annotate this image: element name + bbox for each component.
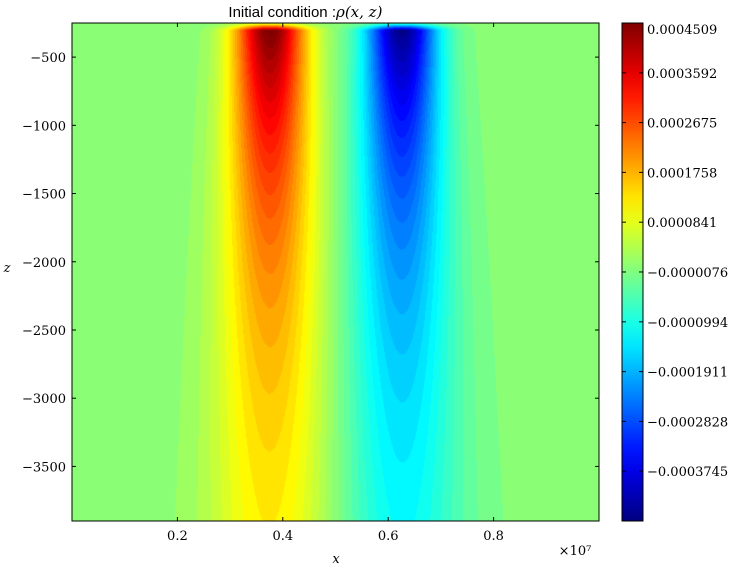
y-tick-label: −3500 bbox=[22, 460, 66, 475]
colorbar-tick-label: −0.0002828 bbox=[647, 415, 728, 430]
colorbar-tick-label: −0.0000994 bbox=[647, 316, 728, 331]
colorbar-tick-label: 0.0000841 bbox=[647, 216, 717, 231]
chart-title-text: Initial condition : bbox=[228, 4, 336, 21]
x-tick-labels: 0.2 0.4 0.6 0.8 bbox=[167, 529, 504, 544]
colorbar: 0.0004509 0.0003592 0.0002675 0.0001758 0.00… bbox=[621, 22, 728, 522]
plot-area bbox=[71, 22, 600, 522]
chart-title: Initial condition : ρ(x, z) bbox=[228, 3, 382, 21]
colorbar-tick-label: 0.0001758 bbox=[647, 166, 717, 181]
y-tick-label: −2000 bbox=[22, 256, 66, 271]
y-tick-labels: −500 −1000 −1500 −2000 −2500 −3000 −3500 bbox=[22, 51, 66, 475]
x-tick-label: 0.6 bbox=[378, 529, 399, 544]
x-axis-label: x bbox=[332, 552, 340, 567]
plot-frame bbox=[71, 22, 600, 522]
plot-ticks bbox=[72, 23, 599, 521]
colorbar-gradient bbox=[622, 23, 643, 521]
colorbar-tick-label: 0.0002675 bbox=[647, 117, 717, 132]
colorbar-ticks: 0.0004509 0.0003592 0.0002675 0.0001758 0.00… bbox=[622, 22, 728, 480]
x-multiplier-label: ×10⁷ bbox=[559, 544, 592, 559]
y-tick-label: −1000 bbox=[22, 119, 66, 134]
y-tick-label: −500 bbox=[30, 51, 66, 66]
colorbar-tick-label: −0.0000076 bbox=[647, 266, 728, 281]
colorbar-tick-label: 0.0004509 bbox=[647, 23, 717, 38]
y-tick-label: −2500 bbox=[22, 324, 66, 339]
x-tick-label: 0.2 bbox=[167, 529, 188, 544]
colorbar-tick-label: −0.0003745 bbox=[647, 465, 728, 480]
contour-field bbox=[72, 23, 599, 521]
x-tick-label: 0.4 bbox=[272, 529, 293, 544]
y-tick-label: −1500 bbox=[22, 188, 66, 203]
colorbar-tick-label: 0.0003592 bbox=[647, 67, 717, 82]
colorbar-tick-label: −0.0001911 bbox=[647, 366, 728, 381]
y-axis-label: z bbox=[3, 261, 11, 276]
y-tick-label: −3000 bbox=[22, 392, 66, 407]
chart-title-math: ρ(x, z) bbox=[335, 3, 383, 21]
x-tick-label: 0.8 bbox=[483, 529, 504, 544]
